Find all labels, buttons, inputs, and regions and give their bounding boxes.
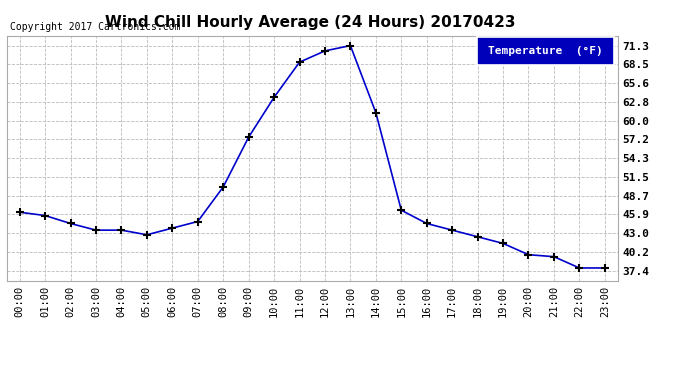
Text: Wind Chill Hourly Average (24 Hours) 20170423: Wind Chill Hourly Average (24 Hours) 201… [106, 15, 515, 30]
Text: Copyright 2017 Cartronics.com: Copyright 2017 Cartronics.com [10, 22, 180, 32]
